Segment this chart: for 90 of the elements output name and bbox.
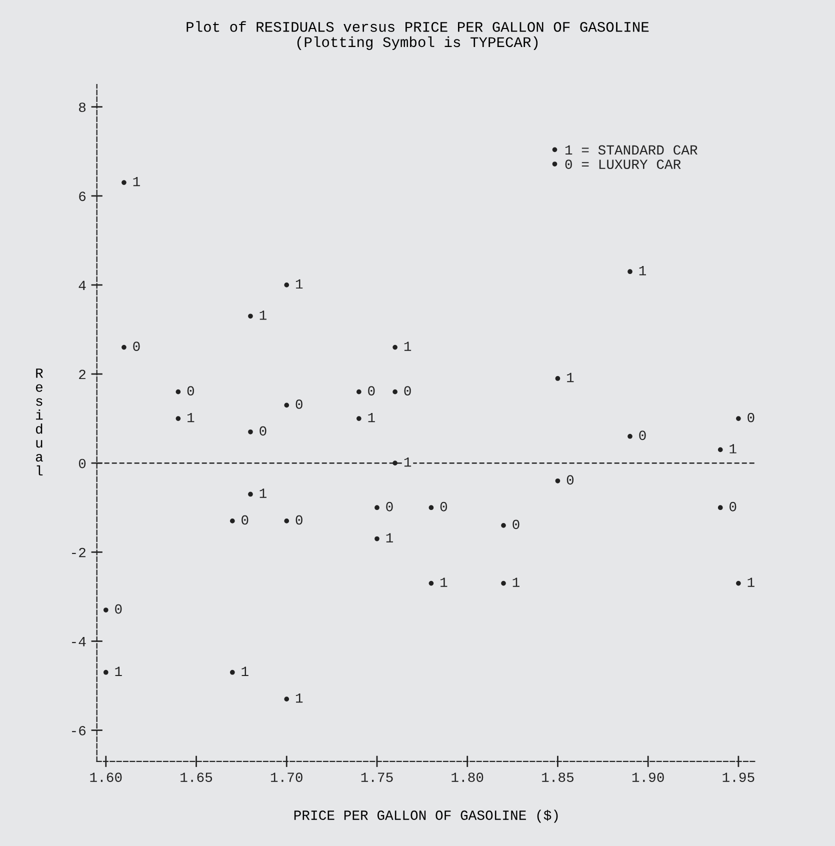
point (555, 478, 560, 484)
chart-title: Plot of RESIDUALS versus PRICE PER GALLON OF GASOLINE (186, 21, 649, 32)
y-tick-label: 2 (79, 370, 86, 380)
y-tick-label: -6 (72, 726, 86, 736)
annotation: 1 (296, 279, 303, 289)
point (103, 670, 108, 675)
annotation: 0 (404, 386, 411, 396)
point (356, 416, 362, 421)
annotation: 1 (242, 666, 248, 676)
annotation: 0 (242, 515, 248, 525)
annotation: 0 (260, 426, 266, 436)
annotation: 0 (133, 342, 140, 352)
annotation: 1 (404, 458, 412, 467)
annotation: 1 (748, 578, 754, 587)
annotation: 1 (730, 444, 736, 454)
annotation: 1 (296, 694, 303, 703)
point (628, 269, 632, 274)
point (736, 580, 741, 586)
point (718, 447, 723, 452)
annotation: 1 (639, 266, 646, 276)
point (428, 505, 434, 510)
point (628, 434, 632, 439)
point (284, 282, 290, 288)
point (392, 389, 398, 394)
y-tick-label: 0 (78, 458, 86, 468)
point (230, 518, 235, 524)
annotation: 1 (512, 578, 520, 587)
x-tick-label: 1.65 (180, 772, 212, 782)
y-tick-label: 4 (78, 280, 86, 290)
point (284, 518, 290, 524)
point (718, 505, 723, 510)
y-tick-label: -2 (72, 548, 86, 558)
point (555, 376, 560, 381)
point (176, 389, 181, 394)
point (501, 580, 506, 586)
point (374, 505, 380, 510)
point (374, 536, 380, 542)
annotation: 0 (440, 502, 448, 512)
annotation: 1 (368, 412, 375, 422)
point (284, 696, 290, 702)
x-tick-label: 1.85 (542, 772, 574, 782)
annotation: 0 (512, 520, 520, 530)
annotation: 1 (386, 533, 393, 542)
point (392, 344, 398, 350)
point (248, 429, 253, 434)
annotation: 1 (260, 310, 266, 320)
point (428, 580, 434, 586)
annotation: 0 (639, 430, 646, 440)
x-tick-label: 1.95 (722, 772, 754, 782)
point (122, 344, 126, 350)
annotation: 0 (386, 502, 393, 512)
legend-label: 0 = LUXURY CAR (565, 160, 681, 170)
point (103, 608, 108, 612)
annotation: 0 (748, 412, 754, 422)
x-axis-title: PRICE PER GALLON OF GASOLINE ($) (294, 810, 558, 823)
annotation: 0 (296, 515, 302, 525)
point (356, 389, 362, 394)
chart-subtitle: (Plotting Symbol is TYPECAR) (297, 36, 538, 50)
point (736, 416, 741, 421)
point (284, 402, 290, 408)
annotation: 1 (133, 177, 140, 186)
x-tick-label: 1.75 (361, 772, 393, 782)
y-axis-title: Residual (36, 368, 44, 476)
annotation: 0 (187, 386, 194, 396)
annotation: 1 (404, 342, 412, 351)
point (230, 670, 235, 675)
y-tick-label: -4 (72, 637, 86, 646)
point (122, 180, 126, 185)
point (176, 416, 181, 421)
point (248, 314, 253, 319)
annotation: 1 (188, 412, 194, 422)
point (501, 522, 506, 528)
x-tick-label: 1.70 (270, 772, 302, 782)
annotation: 0 (368, 386, 375, 396)
point (248, 492, 253, 497)
legend-label: 1 = STANDARD CAR (565, 145, 698, 155)
point (392, 460, 398, 466)
annotation: 1 (567, 372, 574, 382)
annotation: 0 (115, 604, 122, 614)
x-tick-label: 1.80 (452, 772, 484, 782)
x-tick-label: 1.60 (90, 772, 122, 782)
x-tick-label: 1.90 (632, 772, 664, 782)
annotation: 1 (440, 578, 448, 587)
annotation: 0 (296, 399, 302, 409)
annotation: 1 (115, 666, 122, 676)
annotation: 0 (730, 502, 736, 512)
annotation: 1 (260, 488, 266, 498)
y-tick-label: 6 (79, 192, 86, 202)
y-tick-label: 8 (79, 102, 86, 112)
annotation: 0 (566, 475, 574, 485)
